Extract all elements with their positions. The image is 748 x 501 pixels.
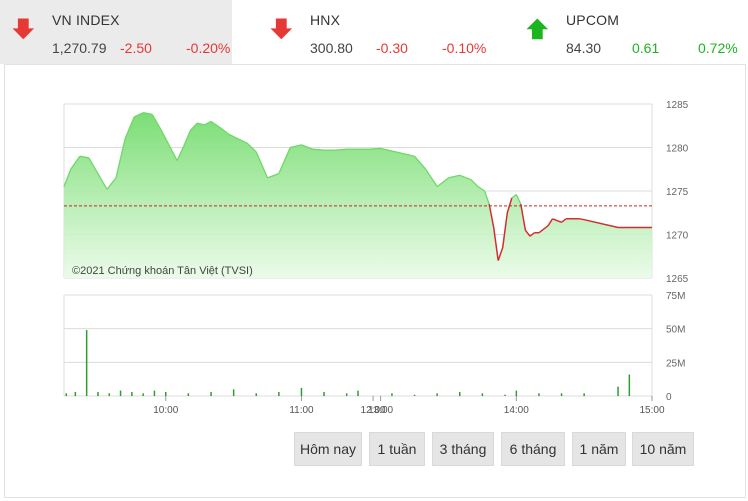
volume-bar	[357, 390, 359, 396]
volume-bar	[459, 392, 461, 396]
volume-bar	[153, 390, 156, 396]
index-tab-hnx[interactable]: HNX 300.80 -0.30 -0.10%	[258, 0, 498, 64]
volume-bar	[187, 393, 190, 396]
volume-bar	[515, 390, 518, 396]
volume-bar	[85, 330, 88, 396]
index-tab-upcom[interactable]: UPCOM 84.30 0.61 0.72%	[514, 0, 744, 64]
range-button-6-months[interactable]: 6 tháng	[501, 432, 565, 466]
volume-bar	[583, 393, 585, 396]
volume-bar	[65, 393, 67, 396]
volume-bar	[504, 394, 506, 396]
volume-tick-label: 50M	[666, 325, 685, 336]
index-percent: 0.72%	[698, 40, 738, 56]
price-tick-label: 1285	[666, 100, 689, 111]
volume-bar	[628, 374, 631, 396]
arrow-down-icon	[270, 18, 293, 40]
index-value: 1,270.79	[52, 40, 107, 56]
index-value: 300.80	[310, 40, 353, 56]
volume-bar	[538, 393, 540, 396]
range-button-3-months[interactable]: 3 tháng	[432, 432, 494, 466]
volume-bar	[345, 393, 348, 396]
volume-bar	[119, 390, 122, 396]
volume-bar	[97, 392, 99, 396]
volume-bar	[165, 392, 167, 396]
price-area-fill	[64, 112, 652, 278]
volume-bar	[481, 393, 484, 396]
index-ticker-bar: VN INDEX 1,270.79 -2.50 -0.20% HNX 300.8…	[0, 0, 748, 64]
price-tick-label: 1280	[666, 144, 689, 155]
index-name: UPCOM	[566, 12, 620, 28]
time-tick-label: 13:00	[368, 405, 393, 416]
volume-bar	[108, 393, 110, 396]
time-tick-label: 10:00	[153, 405, 178, 416]
volume-bar	[131, 392, 133, 396]
volume-bar	[255, 393, 257, 396]
volume-tick-label: 75M	[666, 291, 685, 302]
price-area	[64, 112, 652, 278]
volume-tick-label: 0	[666, 392, 672, 403]
volume-bar	[210, 392, 212, 396]
index-change: -0.30	[376, 40, 408, 56]
price-tick-label: 1270	[666, 231, 689, 242]
index-change: -2.50	[120, 40, 152, 56]
index-name: HNX	[310, 12, 341, 28]
volume-bar	[74, 392, 77, 396]
volume-bar	[413, 394, 416, 396]
volume-bar	[278, 392, 280, 396]
volume-tick-label: 25M	[666, 358, 685, 369]
range-button-10-years[interactable]: 10 năm	[632, 432, 694, 466]
arrow-up-icon	[526, 18, 549, 40]
axis-labels: 1285 1280 1275 1270 1265 75M 50M 25M 0 10:00 11:00…	[153, 100, 688, 416]
index-change: 0.61	[632, 40, 660, 56]
price-tick-label: 1275	[666, 187, 689, 198]
volume-bar	[300, 387, 303, 396]
index-percent: -0.10%	[442, 40, 487, 56]
range-button-today[interactable]: Hôm nay	[294, 432, 362, 466]
index-name: VN INDEX	[52, 12, 120, 28]
range-button-1-week[interactable]: 1 tuần	[369, 432, 425, 466]
price-line-above-reference	[63, 112, 522, 205]
index-tab-vnindex[interactable]: VN INDEX 1,270.79 -2.50 -0.20%	[0, 0, 232, 64]
index-percent: -0.20%	[186, 40, 231, 56]
watermark: ©2021 Chứng khoán Tân Việt (TVSI)	[72, 265, 253, 277]
volume-bar	[232, 389, 235, 396]
volume-bar	[436, 393, 438, 396]
chart-panel	[4, 64, 746, 498]
volume-bar	[391, 393, 393, 396]
volume-bar	[142, 393, 144, 396]
time-tick-label: 15:00	[639, 405, 664, 416]
volume-bar	[617, 386, 619, 396]
range-button-1-year[interactable]: 1 năm	[572, 432, 626, 466]
time-tick-label: 12:00	[361, 405, 386, 416]
price-line	[63, 112, 652, 261]
volume-bars	[65, 330, 631, 396]
volume-bar	[560, 393, 563, 396]
index-value: 84.30	[566, 40, 602, 56]
time-tick-label: 11:00	[289, 405, 314, 416]
time-tick-label: 14:00	[504, 405, 529, 416]
arrow-down-icon	[12, 18, 35, 40]
price-tick-label: 1265	[666, 274, 689, 285]
volume-bar	[323, 392, 325, 396]
